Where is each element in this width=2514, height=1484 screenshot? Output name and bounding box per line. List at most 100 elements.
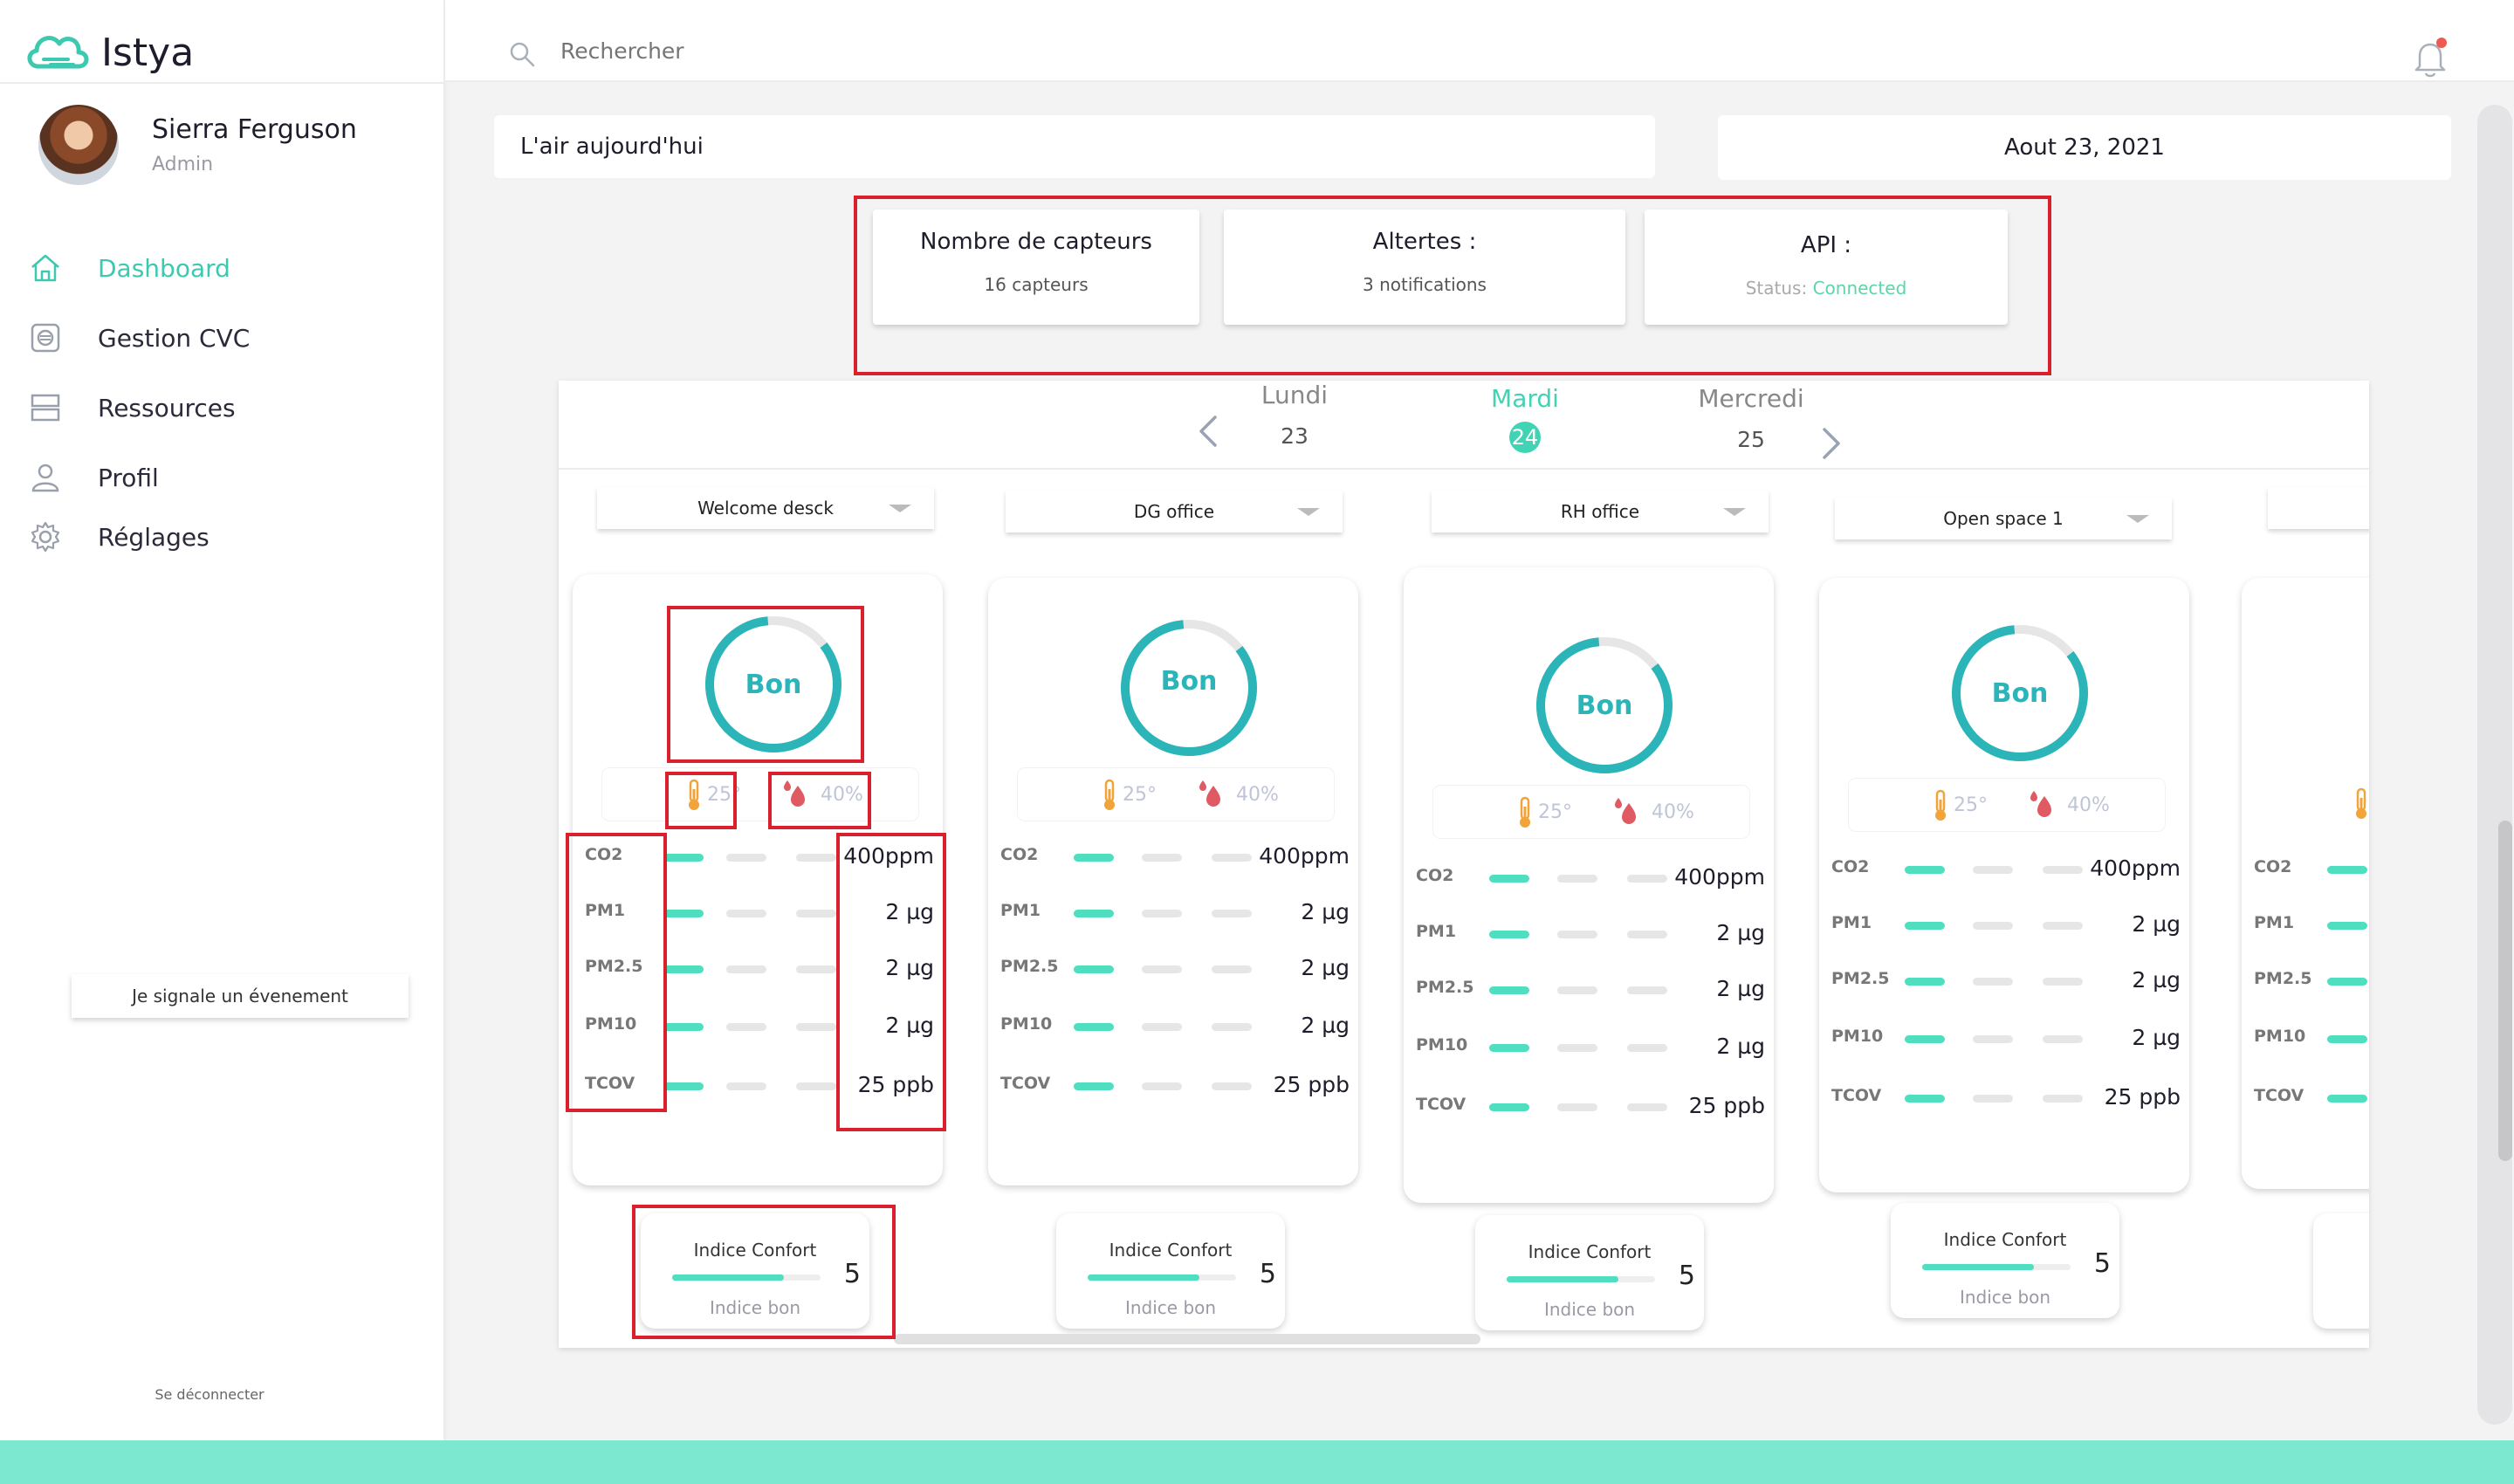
metric-bar (796, 854, 836, 862)
highlight-box-metric-labels (566, 833, 667, 1112)
air-quality-ring (1536, 637, 1673, 773)
room-select-open-space-1[interactable]: Open space 1 (1835, 498, 2172, 539)
sidebar-divider (0, 82, 443, 84)
sidebar-item-reglages[interactable]: Réglages (28, 518, 250, 556)
metric-label: PM1 (1416, 922, 1457, 941)
metric-label: CO2 (1416, 866, 1454, 885)
metric-bar (2043, 866, 2083, 874)
thermometer-icon (1520, 796, 1530, 828)
environment-readout: 25° 40% (1433, 786, 1749, 838)
chevron-left-icon[interactable] (1194, 412, 1222, 450)
metric-row-pm25: PM2.5 2 µg (585, 955, 934, 981)
metric-value: 2 µg (1301, 1013, 1350, 1038)
room-select-rh-office[interactable]: RH office (1432, 491, 1769, 532)
metric-row-pm10: PM10 (2254, 1025, 2369, 1051)
sidebar-item-dashboard[interactable]: Dashboard (28, 249, 250, 287)
metric-bar (1142, 1023, 1182, 1031)
room-select-dg-office[interactable]: DG office (1006, 491, 1343, 532)
metric-bar (663, 1023, 704, 1031)
api-card: API : Status: Connected (1645, 210, 2008, 325)
metric-bar (1142, 1082, 1182, 1090)
metric-value: 2 µg (885, 1013, 934, 1038)
metric-bar (1905, 866, 1945, 874)
comfort-bar-fill (672, 1274, 784, 1281)
metric-bar (1074, 1023, 1114, 1031)
room-select-value: DG office (1133, 501, 1215, 522)
room-select-partial[interactable] (2268, 487, 2369, 529)
metric-bar (2043, 1095, 2083, 1103)
highlight-box-humidity (768, 772, 871, 829)
user-profile[interactable]: Sierra Ferguson Admin (38, 105, 357, 185)
sidebar-item-gestion-cvc[interactable]: Gestion CVC (28, 319, 250, 357)
metric-label: PM10 (585, 1014, 637, 1034)
metric-bar (1627, 931, 1667, 938)
search-input[interactable] (560, 38, 1084, 64)
logout-link[interactable]: Se déconnecter (155, 1386, 264, 1403)
room-select-value: RH office (1560, 501, 1640, 522)
metric-bar (1905, 1035, 1945, 1043)
humidity-icon (2030, 791, 2051, 817)
room-card: Bon 25° 40% CO2 400ppm PM1 2 µg PM2.5 2 µg … (1404, 567, 1774, 1203)
metric-bar (796, 910, 836, 917)
room-select-value: Welcome desck (697, 498, 834, 519)
metric-bar (1627, 1044, 1667, 1052)
metric-label: PM2.5 (1416, 978, 1474, 997)
day-monday[interactable]: Lundi 23 (1216, 381, 1373, 449)
sensor-count-card: Nombre de capteurs 16 capteurs (873, 210, 1199, 325)
metric-label: CO2 (1000, 845, 1039, 864)
day-wednesday[interactable]: Mercredi 25 (1673, 384, 1830, 452)
metric-bar (1212, 1082, 1252, 1090)
metric-bar (1074, 1082, 1114, 1090)
metric-bar (726, 965, 766, 973)
humidity-icon (1199, 780, 1220, 807)
cloud-logo-icon (27, 36, 89, 69)
metric-label: PM10 (1831, 1027, 1884, 1046)
air-quality-ring (1952, 625, 2088, 761)
metric-bar (2327, 922, 2367, 930)
sidebar-item-ressources[interactable]: Ressources (28, 388, 250, 427)
resources-icon (28, 390, 63, 425)
metric-bar (1489, 931, 1529, 938)
vertical-scrollbar-thumb[interactable] (2498, 821, 2512, 1161)
chevron-down-icon (1723, 508, 1746, 516)
humidity-icon (784, 780, 805, 807)
comfort-bar-fill (1507, 1276, 1618, 1282)
metric-bar (1489, 875, 1529, 883)
metric-bar (726, 1082, 766, 1090)
chevron-right-icon[interactable] (1817, 424, 1845, 463)
comfort-score: 5 (2093, 1248, 2111, 1279)
app-logo[interactable]: Istya (23, 26, 194, 79)
environment-readout: 25° 40% (602, 768, 918, 821)
comfort-title: Indice Confort (1528, 1241, 1652, 1262)
metric-value: 25 ppb (2104, 1084, 2181, 1110)
comfort-bar (1507, 1276, 1655, 1282)
room-select-value: Open space 1 (1943, 508, 2064, 529)
humidity-value: 40% (2067, 794, 2110, 816)
day-date: 24 (1509, 422, 1541, 453)
day-name: Mardi (1491, 384, 1559, 413)
metric-label: PM1 (1000, 901, 1041, 920)
metric-bar (1212, 910, 1252, 917)
gear-icon (28, 519, 63, 554)
metric-label: PM2.5 (2254, 969, 2312, 988)
avatar (38, 105, 119, 185)
metric-value: 2 µg (2132, 1025, 2181, 1050)
horizontal-scrollbar[interactable] (894, 1334, 1480, 1344)
metric-row-pm10: PM10 2 µg (1831, 1025, 2181, 1051)
metric-bar (663, 910, 704, 917)
bell-icon[interactable] (2411, 37, 2449, 82)
sidebar-item-profil[interactable]: Profil (28, 458, 250, 497)
vertical-scrollbar[interactable] (2477, 105, 2512, 1425)
metric-row-pm10: PM10 2 µg (1416, 1034, 1765, 1060)
metric-bar (2043, 1035, 2083, 1043)
comfort-title: Indice Confort (1109, 1240, 1233, 1261)
metric-bar (796, 1023, 836, 1031)
day-tuesday[interactable]: Mardi 24 (1446, 384, 1604, 453)
metric-bar (1557, 1103, 1597, 1111)
rooms-panel: Lundi 23 Mardi 24 Mercredi 25 Welcome de… (559, 381, 2369, 1348)
user-role: Admin (152, 154, 214, 175)
report-event-button[interactable]: Je signale un évenement (72, 974, 409, 1018)
room-select-welcome-desk[interactable]: Welcome desck (597, 487, 934, 529)
metric-bar (1627, 1103, 1667, 1111)
metric-bar (1973, 978, 2013, 986)
